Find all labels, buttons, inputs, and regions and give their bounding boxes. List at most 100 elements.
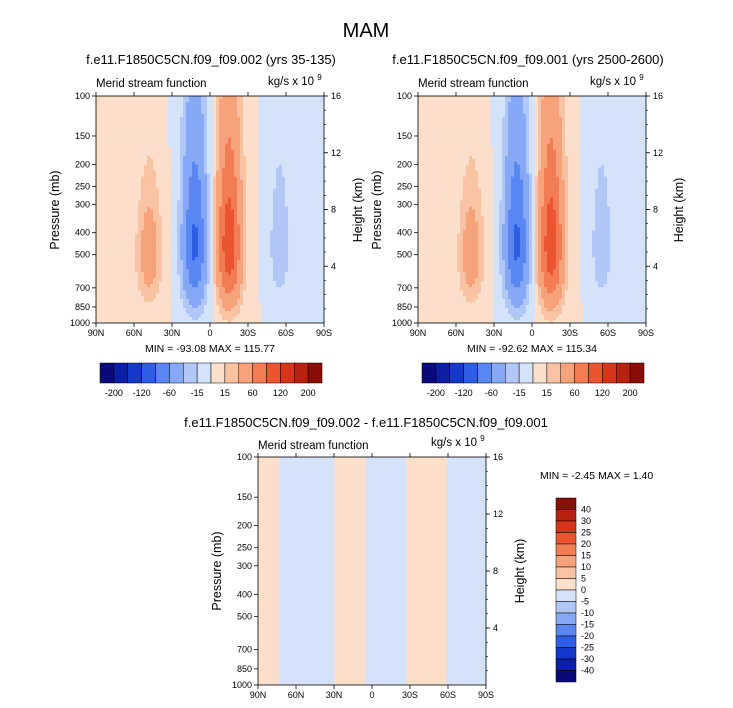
field-cell (312, 170, 316, 175)
field-cell (276, 281, 280, 285)
field-cell (126, 257, 130, 261)
field-cell (321, 266, 325, 270)
field-cell (312, 239, 316, 243)
field-cell (231, 140, 235, 145)
field-cell (186, 200, 190, 205)
field-cell (258, 209, 262, 213)
field-cell (159, 269, 163, 273)
field-cell (162, 137, 166, 142)
field-cell (216, 107, 220, 112)
field-cell (300, 272, 304, 276)
field-cell (309, 206, 313, 210)
field-cell (153, 218, 157, 222)
field-cell (282, 185, 286, 190)
field-cell (162, 116, 166, 121)
field-cell (213, 248, 217, 252)
field-cell (240, 209, 244, 213)
field-cell (261, 137, 265, 142)
field-cell (156, 170, 160, 175)
field-cell (288, 266, 292, 270)
field-cell (180, 281, 184, 285)
field-cell (273, 272, 277, 276)
field-cell (168, 194, 172, 199)
field-cell (123, 272, 127, 276)
field-cell (321, 122, 325, 127)
field-cell (225, 119, 229, 124)
field-cell (231, 122, 235, 127)
field-cell (156, 176, 160, 181)
field-cell (240, 149, 244, 154)
field-cell (264, 248, 268, 252)
field-cell (195, 266, 199, 270)
field-cell (291, 251, 295, 255)
field-cell (108, 248, 112, 252)
field-cell (174, 104, 178, 109)
field-cell (171, 281, 175, 285)
field-cell (315, 173, 319, 178)
field-cell (279, 182, 283, 187)
field-cell (234, 281, 238, 285)
field-cell (285, 158, 289, 163)
field-cell (240, 224, 244, 228)
field-cell (279, 155, 283, 160)
field-cell (114, 197, 118, 202)
field-cell (216, 149, 220, 154)
field-cell (252, 203, 256, 208)
field-cell (120, 176, 124, 181)
field-cell (234, 140, 238, 145)
field-cell (126, 158, 130, 163)
field-cell (276, 236, 280, 240)
field-cell (129, 137, 133, 142)
field-cell (315, 164, 319, 169)
field-cell (147, 266, 151, 270)
field-cell (159, 290, 163, 294)
field-cell (252, 131, 256, 136)
field-cell (267, 185, 271, 190)
field-cell (207, 164, 211, 169)
field-cell (279, 206, 283, 210)
field-cell (174, 96, 178, 100)
field-cell (150, 176, 154, 181)
field-cell (249, 161, 253, 166)
field-cell (273, 260, 277, 264)
field-cell (198, 125, 202, 130)
field-cell (210, 158, 214, 163)
field-cell (129, 125, 133, 130)
field-cell (291, 158, 295, 163)
field-cell (129, 233, 133, 237)
field-cell (258, 242, 262, 246)
field-cell (186, 233, 190, 237)
field-cell (147, 248, 151, 252)
field-cell (225, 251, 229, 255)
field-cell (225, 215, 229, 219)
field-cell (198, 287, 202, 291)
field-cell (123, 104, 127, 109)
field-cell (300, 248, 304, 252)
field-cell (117, 134, 121, 139)
field-cell (144, 245, 148, 249)
field-cell (243, 167, 247, 172)
field-cell (150, 96, 154, 100)
field-cell (234, 206, 238, 210)
field-cell (99, 113, 103, 118)
field-cell (171, 224, 175, 228)
field-cell (108, 143, 112, 148)
field-cell (165, 266, 169, 270)
field-cell (234, 119, 238, 124)
field-cell (147, 200, 151, 205)
field-cell (264, 143, 268, 148)
field-cell (237, 197, 241, 202)
field-cell (222, 209, 226, 213)
field-cell (168, 272, 172, 276)
field-cell (213, 275, 217, 279)
field-cell (252, 110, 256, 115)
field-cell (315, 194, 319, 199)
field-cell (186, 194, 190, 199)
field-cell (183, 215, 187, 219)
field-cell (255, 170, 259, 175)
field-cell (309, 116, 313, 121)
field-cell (312, 134, 316, 139)
field-cell (222, 191, 226, 196)
field-cell (273, 206, 277, 210)
field-cell (153, 107, 157, 112)
